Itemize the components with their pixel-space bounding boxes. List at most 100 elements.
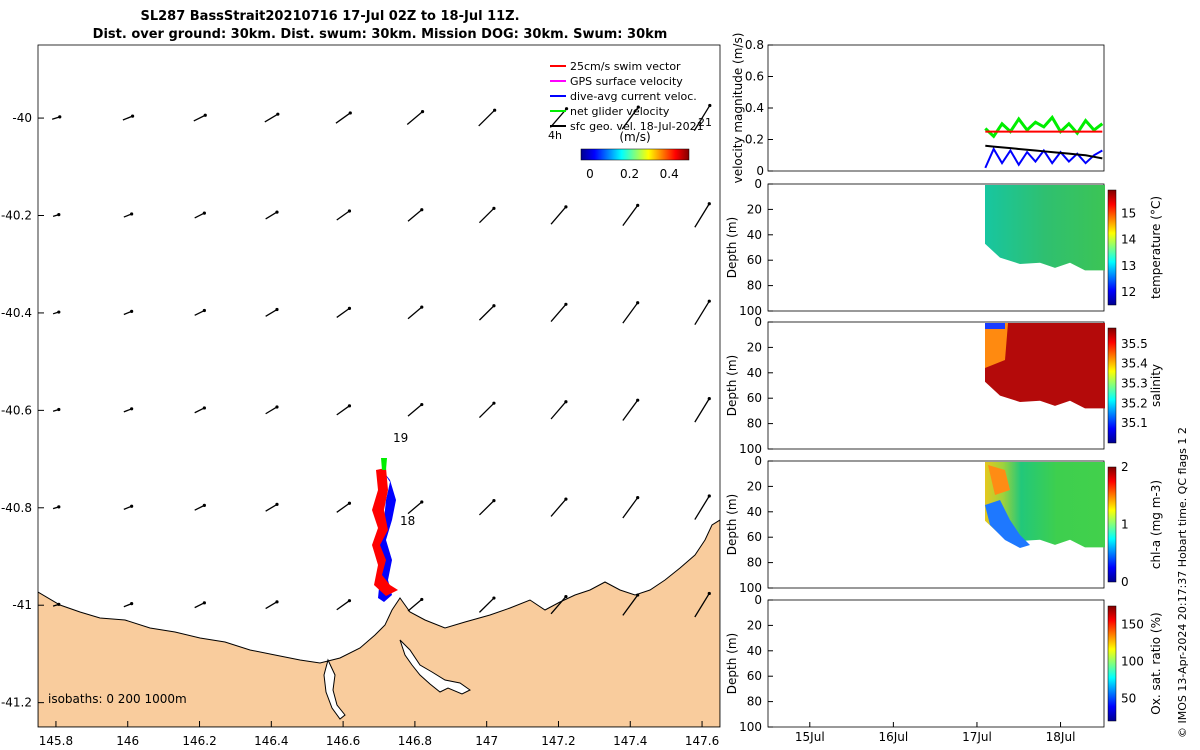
temperature-colorbar-label: temperature (°C) bbox=[1149, 196, 1163, 299]
map-ytick-label: -40.4 bbox=[1, 306, 32, 320]
vector-head bbox=[492, 206, 496, 210]
tasmania-coastline bbox=[38, 519, 720, 727]
vector-head bbox=[203, 113, 207, 117]
vector-head bbox=[276, 112, 280, 116]
oxygen-colorbar-tick: 150 bbox=[1121, 618, 1144, 632]
salinity-ytick-label: 40 bbox=[747, 366, 762, 380]
time-tick-label: 18Jul bbox=[1046, 730, 1076, 744]
map-ytick-label: -41 bbox=[12, 598, 32, 612]
salinity-ytick-label: 60 bbox=[747, 391, 762, 405]
vector-head bbox=[707, 299, 711, 303]
vector-head bbox=[636, 398, 640, 402]
map-xtick-label: 147.2 bbox=[541, 734, 575, 748]
salinity-colorbar-tick: 35.1 bbox=[1121, 416, 1148, 430]
salinity-ytick-label: 100 bbox=[739, 442, 762, 456]
vector-arrow bbox=[693, 105, 711, 132]
vector-head bbox=[275, 600, 279, 604]
vector-arrow bbox=[694, 300, 710, 326]
vector-head bbox=[492, 304, 496, 308]
vector-arrow bbox=[550, 401, 567, 420]
vector-arrow bbox=[478, 500, 495, 516]
temperature-ytick-label: 0 bbox=[754, 177, 762, 191]
map-ytick-label: -40.6 bbox=[1, 403, 32, 417]
temperature-section bbox=[985, 185, 1105, 271]
vector-arrow bbox=[336, 307, 350, 318]
vector-head bbox=[707, 494, 711, 498]
map-xtick-label: 147 bbox=[475, 734, 498, 748]
legend-mark-21: 21 bbox=[698, 116, 712, 129]
vector-arrow bbox=[622, 204, 639, 227]
colorbar-tick: 0 bbox=[586, 167, 594, 181]
velocity-ytick-label: 0 bbox=[756, 164, 764, 178]
vector-head bbox=[348, 111, 352, 115]
temperature-colorbar bbox=[1107, 189, 1117, 306]
vector-arrow bbox=[621, 106, 639, 130]
vector-head bbox=[130, 504, 134, 508]
oxygen-ytick-label: 20 bbox=[747, 618, 762, 632]
vector-arrow bbox=[478, 597, 495, 613]
vector-head bbox=[564, 400, 568, 404]
vector-head bbox=[420, 305, 424, 309]
vector-arrow bbox=[194, 602, 205, 609]
vector-head bbox=[202, 503, 206, 507]
inlet-west bbox=[323, 658, 346, 720]
vector-head bbox=[564, 107, 569, 111]
salinity-section bbox=[985, 323, 1105, 409]
vector-head bbox=[420, 208, 424, 212]
vector-arrow bbox=[264, 113, 279, 123]
oxygen-colorbar-label: Ox. sat. ratio (%) bbox=[1149, 612, 1163, 714]
colorbar bbox=[580, 148, 690, 161]
vector-head bbox=[708, 103, 712, 108]
vector-head bbox=[57, 310, 61, 314]
map-ytick-label: -40.2 bbox=[1, 209, 32, 223]
vector-head bbox=[636, 301, 640, 305]
vector-head bbox=[420, 110, 425, 114]
vector-arrow bbox=[478, 402, 495, 418]
vector-arrow bbox=[407, 501, 423, 515]
temperature-ytick-label: 100 bbox=[739, 304, 762, 318]
vector-head bbox=[347, 599, 352, 603]
salinity-colorbar-tick: 35.5 bbox=[1121, 337, 1148, 351]
vector-arrow bbox=[406, 111, 423, 126]
vector-arrow bbox=[622, 302, 639, 324]
title-line-2: Dist. over ground: 30km. Dist. swum: 30k… bbox=[93, 27, 668, 42]
vector-head bbox=[130, 407, 134, 411]
map-ticks: 145.8 146 146.2 146.4 146.6 146.8 147 147.2 147.… bbox=[1, 111, 719, 748]
vector-head bbox=[492, 596, 496, 600]
vector-head bbox=[564, 497, 568, 501]
vector-head bbox=[275, 210, 279, 214]
vector-head bbox=[58, 115, 62, 119]
vector-head bbox=[202, 308, 206, 313]
vector-arrow bbox=[335, 112, 351, 124]
chl-colorbar-tick: 0 bbox=[1121, 575, 1129, 589]
glider-track bbox=[372, 458, 398, 602]
oxygen-ytick-label: 0 bbox=[754, 593, 762, 607]
salinity-colorbar bbox=[1107, 327, 1117, 444]
vector-head bbox=[636, 496, 640, 500]
velocity-ytick-label: 0.2 bbox=[745, 133, 764, 147]
vector-arrow bbox=[550, 498, 567, 517]
legend-label: net glider velocity bbox=[570, 105, 670, 118]
vector-head bbox=[130, 114, 135, 118]
velocity-series-line bbox=[985, 144, 1103, 160]
legend-mark-4h: 4h bbox=[548, 129, 562, 142]
salinity-colorbar-tick: 35.3 bbox=[1121, 377, 1148, 391]
oxygen-colorbar bbox=[1107, 605, 1117, 722]
vector-arrow bbox=[622, 497, 639, 519]
vector-arrow bbox=[194, 504, 205, 511]
temperature-ytick-label: 60 bbox=[747, 253, 762, 267]
map-xtick-label: 146.2 bbox=[182, 734, 216, 748]
vector-arrow bbox=[336, 502, 350, 513]
vector-head bbox=[57, 505, 61, 509]
vector-head bbox=[493, 108, 497, 112]
vector-arrow bbox=[122, 115, 133, 121]
vector-head bbox=[564, 302, 568, 306]
vector-head bbox=[347, 404, 352, 408]
vector-head bbox=[275, 405, 279, 409]
vector-arrow bbox=[194, 212, 205, 219]
salinity-fresh-patch bbox=[985, 323, 1008, 368]
legend: 25cm/s swim vector GPS surface velocity di… bbox=[550, 60, 704, 133]
map-xtick-label: 146.8 bbox=[398, 734, 432, 748]
chl-high-patch bbox=[988, 465, 1010, 495]
velocity-frame bbox=[767, 44, 1105, 172]
